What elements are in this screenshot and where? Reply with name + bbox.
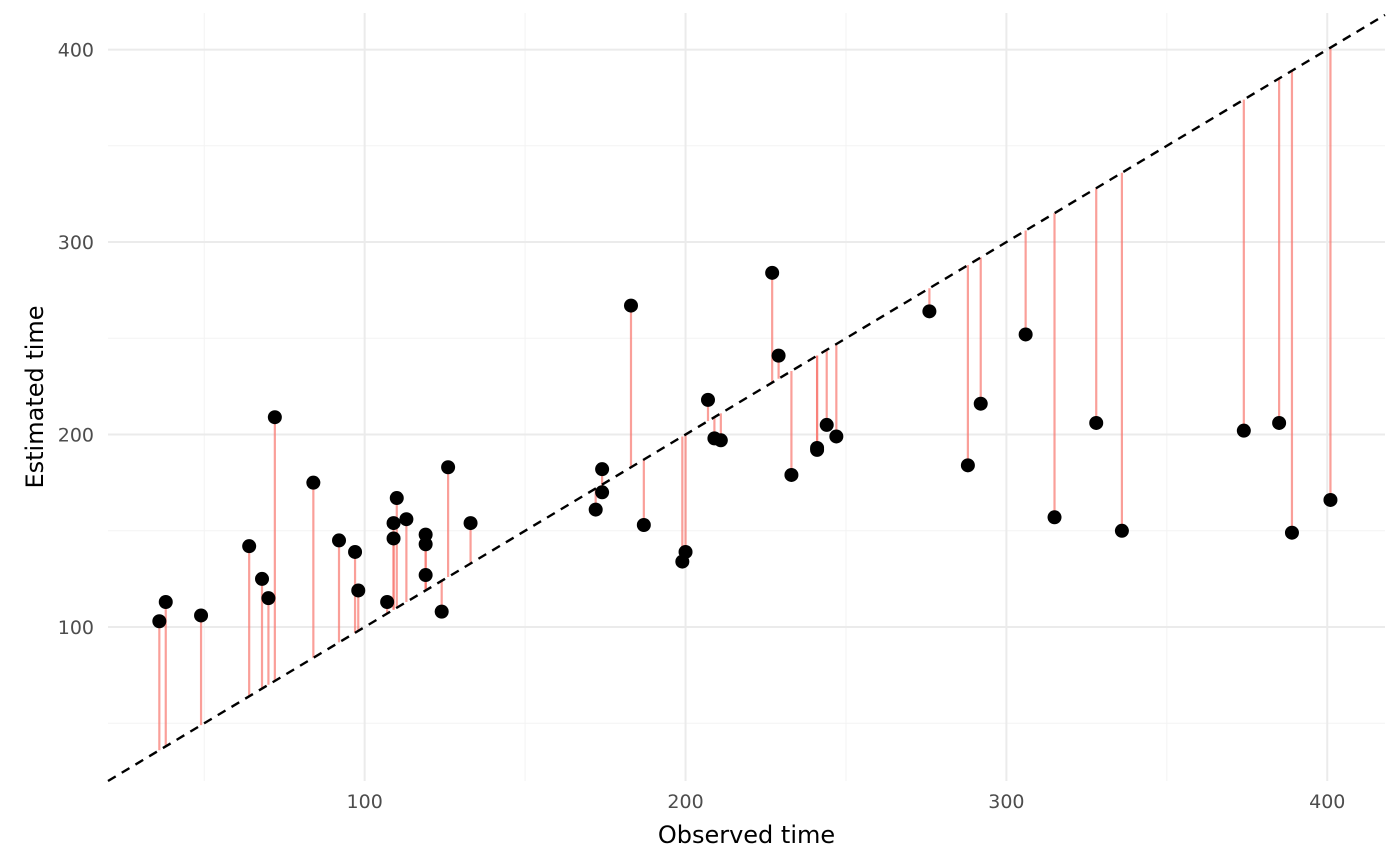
data-point <box>1114 523 1129 538</box>
data-point <box>1323 492 1338 507</box>
data-point <box>351 583 366 598</box>
data-point <box>595 485 610 500</box>
data-point <box>1284 525 1299 540</box>
data-point <box>1272 415 1287 430</box>
data-point <box>441 460 456 475</box>
data-point <box>1236 423 1251 438</box>
data-point <box>819 417 834 432</box>
data-point <box>960 458 975 473</box>
data-point <box>267 410 282 425</box>
data-point <box>810 442 825 457</box>
data-point <box>418 537 433 552</box>
x-tick-label: 100 <box>347 791 383 813</box>
data-point <box>1047 510 1062 525</box>
reference-line-group <box>107 13 1386 783</box>
data-point <box>700 392 715 407</box>
points <box>152 265 1338 629</box>
y-tick-labels: 100 200 300 400 <box>58 40 94 639</box>
data-point <box>588 502 603 517</box>
y-tick-label: 100 <box>58 617 94 639</box>
data-point <box>973 396 988 411</box>
data-point <box>1018 327 1033 342</box>
data-point <box>386 516 401 531</box>
data-point <box>829 429 844 444</box>
data-point <box>713 433 728 448</box>
data-point <box>623 298 638 313</box>
data-point <box>389 491 404 506</box>
y-tick-label: 400 <box>58 40 94 62</box>
grid <box>108 13 1385 781</box>
residual-lines <box>158 47 1332 751</box>
data-point <box>386 531 401 546</box>
data-point <box>922 304 937 319</box>
data-point <box>678 544 693 559</box>
data-point <box>595 462 610 477</box>
data-point <box>306 475 321 490</box>
x-tick-label: 300 <box>988 791 1024 813</box>
data-point <box>463 516 478 531</box>
y-tick-label: 200 <box>58 425 94 447</box>
y-axis-title: Estimated time <box>21 305 49 488</box>
data-point <box>418 568 433 583</box>
data-point <box>194 608 209 623</box>
data-point <box>1089 415 1104 430</box>
data-point <box>332 533 347 548</box>
data-point <box>418 527 433 542</box>
y-tick-label: 300 <box>58 232 94 254</box>
data-point <box>636 518 651 532</box>
data-point <box>261 591 276 606</box>
x-tick-labels: 100 200 300 400 <box>347 791 1346 813</box>
data-point <box>158 594 173 609</box>
x-tick-label: 400 <box>1309 791 1345 813</box>
data-point <box>771 348 786 363</box>
data-point <box>784 467 799 482</box>
data-point <box>380 594 395 609</box>
data-point <box>765 265 780 280</box>
data-point <box>348 544 363 559</box>
x-axis-title: Observed time <box>658 821 835 849</box>
reference-line <box>107 13 1386 783</box>
data-point <box>242 539 257 554</box>
data-point <box>255 571 270 586</box>
data-point <box>399 512 414 527</box>
data-point <box>434 604 449 619</box>
x-tick-label: 200 <box>667 791 703 813</box>
data-point <box>152 614 167 629</box>
